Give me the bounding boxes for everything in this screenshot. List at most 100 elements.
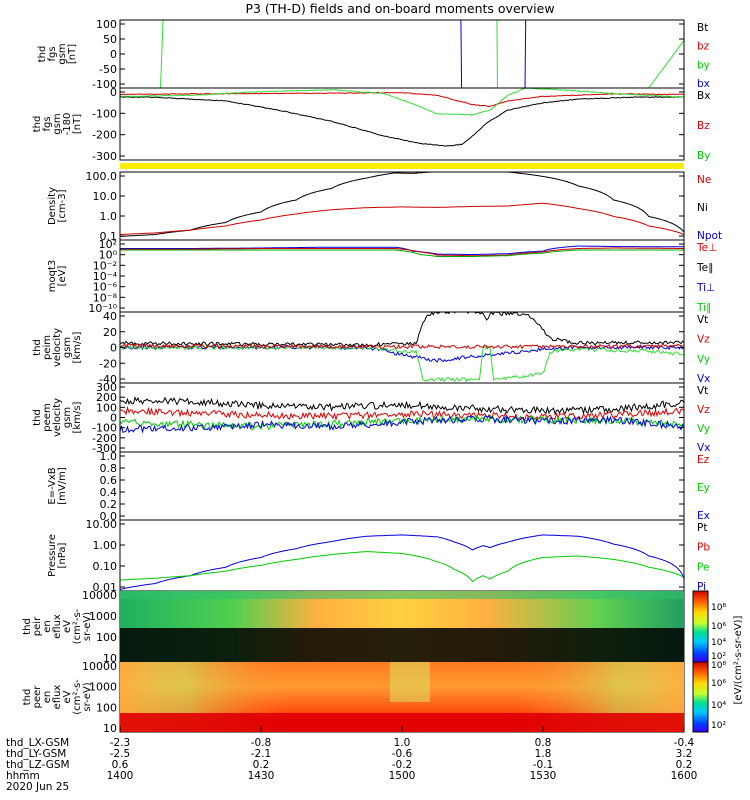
legend-moments-0: Ne <box>697 174 711 186</box>
x-axis-block: thd_LX-GSM -2.3 -0.8 1.0 0.8 -0.4thd_LY-GSM -2… <box>6 726 697 793</box>
frame-efield <box>120 452 684 520</box>
ylabel-vel-peem-4: [km/s] <box>72 401 83 433</box>
legend-fgs-gsm-0: Bt <box>697 22 708 34</box>
ylabel-pressure-1: [nPa] <box>57 542 68 568</box>
ytick-fgs-gsm-3: -50 <box>99 63 117 76</box>
cb-ion-tick-1: 10⁶ <box>711 622 726 632</box>
legend-vel-peem-3: Vx <box>697 442 710 454</box>
ylabel-efield-1: [mV/m] <box>57 467 68 505</box>
legend-efield-1: Ey <box>697 482 710 494</box>
ylabel-fgs-gsm-3: [nT] <box>67 44 78 64</box>
series-group-temps <box>120 246 684 257</box>
legend-vel-peim-2: Vy <box>697 353 710 365</box>
xrow-3-val-4: 1600 <box>671 770 698 782</box>
ytick-fgs-gse-3: -300 <box>92 150 117 163</box>
series-vel-peem-3 <box>120 416 684 433</box>
electron-spectrogram <box>120 662 684 732</box>
legend-pressure-0: Pt <box>697 522 707 534</box>
ytick-spec-ele-0: 10000 <box>82 660 117 673</box>
series-fgs-gse-2 <box>120 88 684 115</box>
ytick-fgs-gse-0: 0 <box>110 86 117 99</box>
frame-pressure <box>120 520 684 591</box>
series-group-fgs-gse <box>120 88 684 146</box>
frame-fgs-gsm <box>120 20 684 88</box>
series-group-moments <box>120 171 684 236</box>
ytick-vel-peim-3: -20 <box>99 357 117 370</box>
ytick-moments-1: 10.0 <box>93 190 118 203</box>
colorbar-ion: 10⁸ 10⁶ 10⁴ 10² <box>693 591 726 662</box>
legend-temps-3: Ti∥ <box>696 302 711 314</box>
panel-temps: 10²10⁰10⁻²10⁻⁴10⁻⁶10⁻⁸10⁻¹⁰ moqt3 [eV] Te⊥ T… <box>47 238 717 315</box>
series-vel-peem-1 <box>120 408 684 420</box>
ytick-vel-peim-2: 0 <box>110 342 117 355</box>
legend-temps-1: Te∥ <box>696 262 713 274</box>
ytick-pressure-0: 10.00 <box>86 518 118 531</box>
ylabel-vel-peim-4: [km/s] <box>72 331 83 363</box>
cb-ele-tick-1: 10⁶ <box>711 679 726 689</box>
ytick-fgs-gsm-2: 0 <box>110 48 117 61</box>
cb-ion-tick-2: 10⁴ <box>711 638 726 648</box>
ytick-fgs-gsm-1: 50 <box>103 33 117 46</box>
ylabel-moments-1: [cm-3] <box>57 189 68 222</box>
series-pressure-0 <box>120 535 684 590</box>
legend-pressure-1: Pb <box>697 542 710 554</box>
legend-moments-2: Npot <box>697 230 722 242</box>
panel-moments: 100.010.01.00.1Density [cm-3]NeNiNpot <box>47 170 722 243</box>
cb-ion-tick-0: 10⁸ <box>711 603 726 613</box>
ytick-fgs-gsm-0: 100 <box>96 18 117 31</box>
ytick-spec-ion-1: 1000 <box>89 610 117 623</box>
frame-vel-peem <box>120 383 684 452</box>
legend-vel-peem-2: Vy <box>697 423 710 435</box>
page-title: P3 (TH-D) fields and on-board moments ov… <box>245 1 554 16</box>
ylabel-spec-ele-6: sr-eV) <box>82 682 93 711</box>
ytick-pressure-2: 0.10 <box>93 560 118 573</box>
xrow-3-val-2: 1500 <box>389 770 416 782</box>
legend-vel-peim-1: Vz <box>697 334 710 346</box>
series-fgs-gse-0 <box>120 97 684 147</box>
series-group-vel-peim <box>120 310 684 381</box>
series-moments-1 <box>120 203 684 234</box>
ytick-fgs-gse-2: -200 <box>92 129 117 142</box>
legend-fgs-gse-2: By <box>697 150 710 162</box>
ytick-fgs-gse-1: -100 <box>92 107 117 120</box>
panel-vel-peim: 40200-20-40thd peim velocity gsm [km/s]VtVzV… <box>32 310 710 386</box>
ylabel-temps-1: [eV] <box>57 266 68 287</box>
ylabel-spec-ion-6: sr-eV) <box>82 612 93 641</box>
xrow-3-val-1: 1430 <box>248 770 275 782</box>
series-fgs-gsm-0 <box>120 0 684 156</box>
series-temps-1 <box>120 248 684 256</box>
ytick-moments-0: 100.0 <box>86 170 118 183</box>
legend-vel-peem-1: Vz <box>697 404 710 416</box>
legend-temps-2: Ti⊥ <box>696 282 715 294</box>
xrow-3-val-3: 1530 <box>530 770 557 782</box>
date-label: 2020 Jun 25 <box>6 781 69 793</box>
legend-fgs-gsm-3: bx <box>697 78 710 90</box>
legend-fgs-gsm-1: bz <box>697 41 710 53</box>
legend-vel-peem-0: Vt <box>697 385 708 397</box>
ytick-spec-ele-1: 1000 <box>89 681 117 694</box>
ytick-spec-ion-0: 10000 <box>82 589 117 602</box>
legend-efield-0: Ez <box>697 454 710 466</box>
mode-bar <box>120 163 684 169</box>
ytick-vel-peim-1: 20 <box>103 326 117 339</box>
colorbar-label: [eV/(cm²-s-sr-eV)] <box>733 615 744 704</box>
ytick-pressure-1: 1.00 <box>93 539 118 552</box>
legend-moments-1: Ni <box>697 202 708 214</box>
series-group-fgs-gsm <box>120 0 684 156</box>
ytick-vel-peim-0: 40 <box>103 310 117 323</box>
series-vel-peim-2 <box>120 346 684 382</box>
legend-temps-0: Te⊥ <box>696 242 717 254</box>
legend-fgs-gse-1: Bz <box>697 120 710 132</box>
series-temps-2 <box>120 250 684 257</box>
cb-ele-tick-0: 10⁸ <box>711 661 726 671</box>
ytick-moments-2: 1.0 <box>100 210 118 223</box>
legend-fgs-gsm-2: by <box>697 59 710 71</box>
ion-spectrogram <box>120 591 684 662</box>
legend-fgs-gse-0: Bx <box>697 90 710 102</box>
legend-vel-peim-0: Vt <box>697 314 708 326</box>
xrow-3-val-0: 1400 <box>107 770 134 782</box>
panel-fgs-gse: 0 -100 -200 -300 thd fgs gsm -180 [nT] Bx Bz By <box>32 86 710 163</box>
ytick-spec-ele-2: 100 <box>96 701 117 714</box>
overview-figure: P3 (TH-D) fields and on-board moments ov… <box>0 0 750 800</box>
cb-ele-tick-3: 10² <box>711 721 726 731</box>
